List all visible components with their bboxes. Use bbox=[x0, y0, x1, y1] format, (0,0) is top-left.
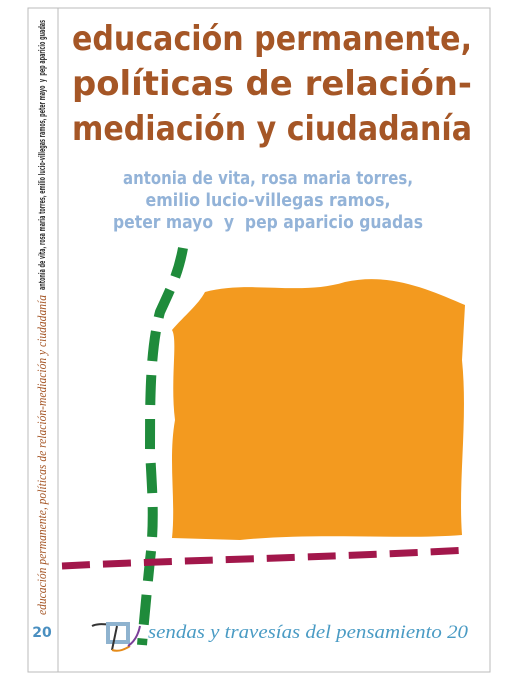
author-line: emilio lucio-villegas ramos, bbox=[146, 190, 391, 211]
title-line: mediación y ciudadanía bbox=[72, 109, 472, 149]
author-line: antonia de vita, rosa maria torres, bbox=[123, 168, 413, 189]
publisher-logo bbox=[91, 622, 141, 652]
cover-frame bbox=[27, 7, 491, 673]
spine-title: educación permanente, políticas de relac… bbox=[34, 295, 49, 615]
green-dashed-line bbox=[137, 247, 188, 646]
orange-shape bbox=[172, 279, 465, 540]
spine-authors: antonia de vita, rosa maria torres, emil… bbox=[38, 20, 48, 290]
title-line: educación permanente, bbox=[72, 19, 472, 59]
author-line: peter mayo y pep aparicio guadas bbox=[113, 212, 423, 233]
spine-number: 20 bbox=[32, 625, 52, 641]
series-name: sendas y travesías del pensamiento 20 bbox=[148, 622, 469, 643]
title-line: políticas de relación- bbox=[72, 64, 472, 104]
red-dashed-line bbox=[61, 546, 468, 570]
